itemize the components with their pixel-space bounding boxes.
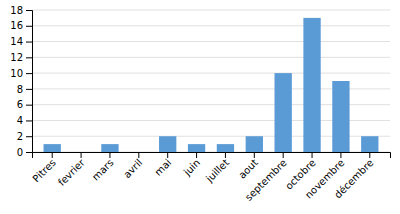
x-tick-label: mai [152,157,173,178]
y-tick-label: 18 [10,5,23,16]
x-tick: décembre [332,152,375,200]
x-tick-label: avril [121,157,144,180]
y-tick: 6 [17,99,32,110]
x-tick: juin [181,152,202,178]
y-tick: 18 [10,5,32,16]
y-tick-mark [26,136,32,137]
y-tick: 0 [17,147,32,158]
x-tick-mark [340,152,341,158]
y-tick: 2 [17,131,32,142]
bar [188,144,205,152]
x-tick-label: juillet [203,157,231,185]
bar [303,18,320,152]
x-tick-mark [138,152,139,158]
grid-line [32,73,390,74]
y-tick: 16 [10,20,32,31]
chart: Pitresfevriermarsavril maijuinjuilletaout… [0,0,400,214]
x-tick-mark [109,152,110,158]
y-tick-mark [26,57,32,58]
x-axis: Pitresfevriermarsavril maijuinjuilletaout… [30,152,390,203]
x-tick: avril [121,152,144,180]
x-tick-label: décembre [332,157,375,200]
x-tick: mars [90,152,116,183]
y-tick-mark [26,42,32,43]
grid-line [32,10,390,11]
x-tick-mark [225,152,226,158]
grid [32,10,390,152]
bar [101,144,118,152]
x-tick-mark [196,152,197,158]
x-tick: fevrier [56,152,88,188]
x-tick-label: mars [90,157,116,183]
x-tick-mark [52,152,53,158]
bar [44,144,61,152]
grid-line [32,25,390,26]
x-tick-label: fevrier [56,156,88,188]
x-tick: aout [236,152,260,181]
y-tick: 12 [10,52,32,63]
x-tick: mai [152,152,173,178]
x-tick-mark [167,152,168,158]
y-tick-label: 2 [17,131,23,142]
y-tick-label: 12 [10,52,23,63]
y-tick-label: 0 [17,147,23,158]
bar [275,73,292,152]
y-tick-mark [26,105,32,106]
y-tick-mark [26,89,32,90]
y-tick-label: 14 [10,36,23,47]
y-tick: 10 [10,68,32,79]
y-axis: 0 2 4 6 8 10 12 14 16 18 [10,5,32,158]
x-tick-label: juin [181,157,202,178]
x-tick-mark [312,152,313,158]
bar [130,152,147,153]
x-tick-mark [369,152,370,158]
x-tick-label: aout [236,157,260,181]
bar [72,152,89,153]
y-tick-mark [26,26,32,27]
y-tick-mark [26,73,32,74]
x-tick: Pitres [30,152,57,184]
x-tick: septembre [243,152,289,203]
y-tick: 4 [17,115,32,126]
grid-line [32,57,390,58]
bar [332,81,349,152]
x-tick-mark [81,152,82,158]
axis-domain [33,153,391,159]
x-tick-label: septembre [243,157,289,203]
y-tick-label: 6 [17,99,23,110]
x-tick-mark [283,152,284,158]
grid-line [32,41,390,42]
bar [246,136,263,152]
bars [44,18,379,152]
y-tick: 8 [17,84,32,95]
x-tick: juillet [203,152,231,185]
x-tick-mark [254,152,255,158]
y-tick-mark [26,152,32,153]
y-tick-label: 10 [10,68,23,79]
x-tick-label: Pitres [30,157,57,184]
y-tick: 14 [10,36,32,47]
y-tick-label: 16 [10,20,23,31]
bar [361,136,378,152]
y-tick-label: 4 [17,115,23,126]
y-tick-label: 8 [17,84,23,95]
y-tick-mark [26,10,32,11]
bar [159,136,176,152]
axis-domain [26,11,33,153]
bar [217,144,234,152]
y-tick-mark [26,120,32,121]
